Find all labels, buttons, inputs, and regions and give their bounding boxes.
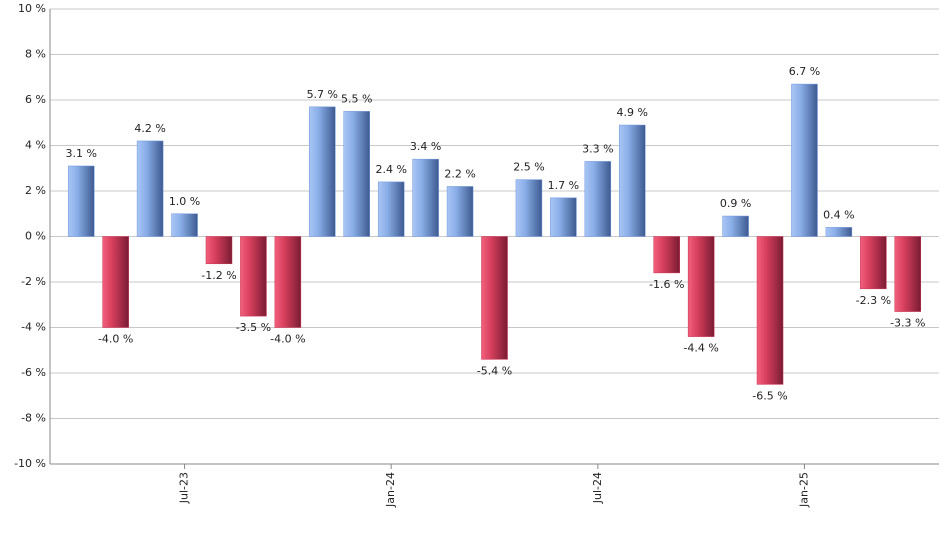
x-tick-label: Jul-24 [591, 472, 604, 504]
data-label: -1.6 % [649, 278, 684, 291]
bar [240, 236, 267, 317]
bar [756, 236, 784, 385]
bar [653, 236, 680, 274]
bar [722, 215, 749, 237]
data-label: 2.4 % [375, 163, 406, 176]
bar [205, 236, 233, 265]
data-label: -4.4 % [683, 342, 718, 355]
data-label: 2.2 % [444, 167, 475, 180]
data-label: -2.3 % [856, 294, 891, 307]
bar [687, 236, 715, 337]
bar [309, 106, 336, 237]
bar [481, 236, 508, 360]
y-tick-label: -8 % [21, 412, 46, 425]
bar [515, 179, 543, 237]
bar [171, 213, 198, 237]
data-label: -3.3 % [890, 317, 925, 330]
data-label: 6.7 % [789, 65, 820, 78]
y-tick-label: 10 % [18, 2, 46, 15]
y-tick-label: 2 % [25, 184, 46, 197]
bar [136, 140, 164, 237]
data-label: -5.4 % [477, 364, 512, 377]
data-label: -1.2 % [201, 269, 236, 282]
data-label: -6.5 % [752, 389, 787, 402]
data-label: 2.5 % [513, 161, 544, 174]
bar [860, 236, 887, 290]
bar [550, 197, 577, 237]
data-label: -4.0 % [98, 333, 133, 346]
x-tick-label: Jan-24 [384, 472, 397, 508]
data-label: 3.1 % [65, 147, 96, 160]
bar [377, 181, 405, 237]
y-tick-label: -6 % [21, 366, 46, 379]
bar [274, 236, 302, 328]
bar [791, 83, 818, 237]
bar [102, 236, 129, 328]
y-tick-label: -2 % [21, 275, 46, 288]
data-label: 5.7 % [307, 88, 338, 101]
bar [619, 124, 646, 237]
x-tick-label: Jul-23 [178, 472, 191, 504]
data-label: 1.7 % [548, 179, 579, 192]
y-tick-label: 4 % [25, 139, 46, 152]
bar [67, 165, 95, 237]
data-label: 5.5 % [341, 92, 372, 105]
data-label: 4.9 % [617, 106, 648, 119]
data-label: 1.0 % [169, 195, 200, 208]
y-tick-label: 6 % [25, 93, 46, 106]
x-tick-label: Jan-25 [797, 472, 810, 508]
data-label: 4.2 % [134, 122, 165, 135]
data-label: 3.4 % [410, 140, 441, 153]
bar [894, 236, 922, 312]
y-tick-label: -10 % [14, 457, 46, 470]
y-tick-label: 0 % [25, 230, 46, 243]
y-tick-label: 8 % [25, 48, 46, 61]
bar [446, 186, 474, 237]
bar [825, 227, 853, 237]
data-label: -4.0 % [270, 333, 305, 346]
data-label: -3.5 % [236, 321, 271, 334]
bar [584, 161, 612, 237]
bar [412, 158, 439, 237]
data-label: 0.4 % [823, 208, 854, 221]
data-label: 0.9 % [720, 197, 751, 210]
data-label: 3.3 % [582, 142, 613, 155]
bar [343, 111, 370, 237]
y-tick-label: -4 % [21, 321, 46, 334]
